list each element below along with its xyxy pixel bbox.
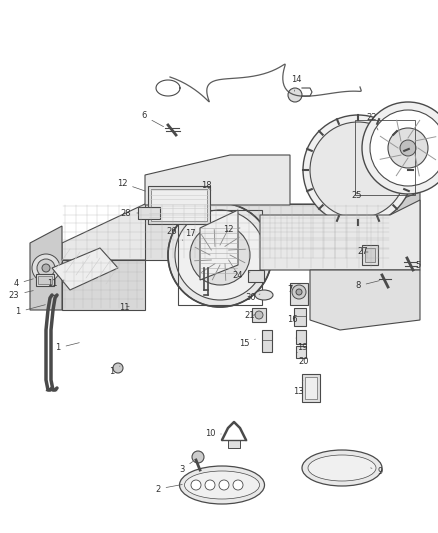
Bar: [151, 189, 207, 221]
Text: 24: 24: [233, 271, 250, 280]
Text: 8: 8: [355, 281, 379, 290]
Text: 7: 7: [287, 285, 293, 295]
Text: 1: 1: [15, 305, 45, 317]
Bar: [294, 308, 306, 326]
Circle shape: [288, 88, 302, 102]
Text: 13: 13: [293, 381, 303, 397]
Text: 25: 25: [352, 191, 362, 200]
Polygon shape: [145, 155, 290, 205]
Bar: [148, 186, 210, 224]
Polygon shape: [310, 270, 420, 330]
Circle shape: [190, 225, 250, 285]
Text: 4: 4: [14, 279, 33, 288]
Polygon shape: [260, 200, 420, 270]
Circle shape: [233, 480, 243, 490]
Text: 19: 19: [296, 338, 307, 352]
Polygon shape: [388, 192, 420, 265]
Circle shape: [219, 480, 229, 490]
Text: 27: 27: [358, 247, 368, 256]
Text: 28: 28: [121, 208, 138, 217]
Circle shape: [400, 140, 416, 156]
Text: 6: 6: [141, 111, 163, 127]
Bar: [302, 374, 320, 402]
Circle shape: [175, 210, 265, 300]
Circle shape: [192, 451, 204, 463]
Polygon shape: [62, 204, 390, 260]
Text: 2: 2: [155, 484, 182, 494]
Circle shape: [191, 480, 201, 490]
Text: 11: 11: [119, 303, 129, 311]
Ellipse shape: [302, 450, 382, 486]
Text: 23: 23: [9, 290, 33, 300]
Circle shape: [206, 241, 234, 269]
Ellipse shape: [184, 471, 259, 499]
Circle shape: [303, 115, 413, 225]
Bar: [296, 330, 306, 344]
Polygon shape: [145, 204, 390, 260]
Bar: [138, 207, 160, 219]
Text: 5: 5: [409, 261, 420, 270]
Circle shape: [37, 259, 55, 277]
Text: 18: 18: [201, 182, 211, 190]
Circle shape: [292, 285, 306, 299]
Polygon shape: [200, 210, 238, 280]
Bar: [262, 330, 272, 352]
Text: 10: 10: [205, 430, 221, 439]
Circle shape: [168, 203, 272, 307]
Circle shape: [370, 110, 438, 186]
Text: 9: 9: [371, 466, 383, 475]
Circle shape: [113, 363, 123, 373]
Bar: [362, 245, 378, 265]
Ellipse shape: [255, 290, 273, 300]
Circle shape: [32, 254, 60, 282]
Bar: [252, 308, 266, 322]
Text: 15: 15: [239, 339, 255, 349]
Text: 14: 14: [291, 76, 301, 91]
Text: 17: 17: [185, 229, 202, 238]
Polygon shape: [62, 260, 145, 310]
Circle shape: [205, 480, 215, 490]
Text: 12: 12: [223, 224, 240, 233]
Polygon shape: [30, 226, 62, 310]
Bar: [365, 248, 375, 262]
Circle shape: [388, 128, 428, 168]
Text: 16: 16: [287, 316, 297, 325]
Circle shape: [310, 122, 406, 218]
Bar: [296, 346, 306, 358]
Bar: [290, 283, 308, 305]
Text: 11: 11: [47, 279, 64, 288]
Polygon shape: [52, 248, 118, 290]
Bar: [228, 440, 240, 448]
Ellipse shape: [308, 455, 376, 481]
Text: 12: 12: [117, 179, 145, 191]
Circle shape: [296, 289, 302, 295]
Circle shape: [42, 264, 50, 272]
Bar: [248, 270, 264, 282]
Text: 1: 1: [55, 343, 79, 352]
Circle shape: [362, 102, 438, 194]
Bar: [305, 377, 317, 399]
Text: 3: 3: [179, 462, 193, 473]
Circle shape: [214, 249, 226, 261]
Text: 26: 26: [167, 228, 183, 240]
Text: 1: 1: [110, 366, 120, 376]
Bar: [38, 276, 52, 284]
Text: 21: 21: [245, 311, 255, 320]
Text: 22: 22: [367, 114, 378, 130]
Ellipse shape: [180, 466, 265, 504]
Text: 30: 30: [246, 294, 260, 303]
Circle shape: [255, 311, 263, 319]
Bar: [36, 274, 54, 286]
Text: 20: 20: [297, 352, 309, 367]
